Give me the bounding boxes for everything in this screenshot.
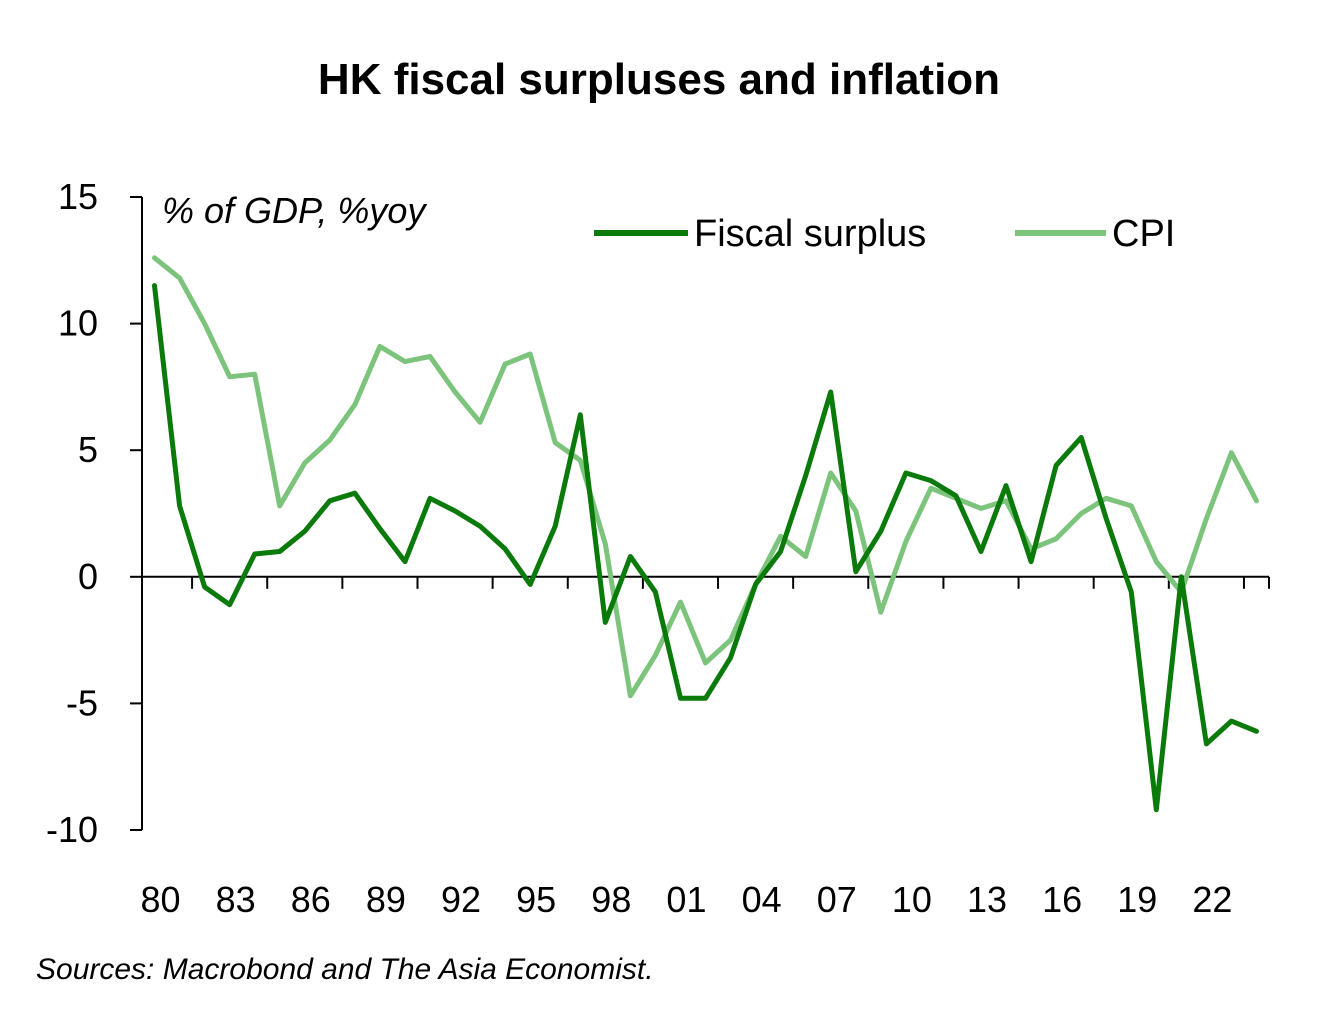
x-tick-label: 07 — [817, 879, 857, 920]
series-line-fiscal-surplus — [152, 283, 1259, 813]
y-tick-label: -5 — [66, 682, 98, 723]
x-tick-label: 13 — [967, 879, 1007, 920]
x-tick-label: 19 — [1117, 879, 1157, 920]
x-tick-label: 10 — [892, 879, 932, 920]
x-tick-label: 98 — [591, 879, 631, 920]
x-axis-ticks: 80 83 86 89 92 95 98 01 04 07 10 13 16 19 22 — [140, 576, 1270, 920]
series-line-cpi — [152, 255, 1259, 699]
x-tick-label: 22 — [1192, 879, 1232, 920]
x-tick-label: 92 — [441, 879, 481, 920]
x-tick-label: 95 — [516, 879, 556, 920]
source-note: Sources: Macrobond and The Asia Economis… — [36, 953, 654, 986]
unit-label: % of GDP, %yoy — [162, 190, 427, 231]
y-tick-label: 0 — [78, 556, 98, 597]
x-tick-label: 16 — [1042, 879, 1082, 920]
x-tick-label: 86 — [291, 879, 331, 920]
axes — [141, 197, 1269, 830]
y-axis-ticks: 15 10 5 0 -5 -10 — [46, 176, 142, 850]
x-tick-label: 04 — [742, 879, 782, 920]
chart-title: HK fiscal surpluses and inflation — [318, 55, 1000, 104]
x-tick-label: 83 — [216, 879, 256, 920]
y-tick-label: 10 — [58, 303, 98, 344]
x-tick-label: 01 — [666, 879, 706, 920]
series-layer — [152, 255, 1259, 813]
x-tick-label: 89 — [366, 879, 406, 920]
y-tick-label: 5 — [78, 429, 98, 470]
y-tick-label: 15 — [58, 176, 98, 217]
legend-label-cpi: CPI — [1112, 213, 1175, 255]
legend: Fiscal surplus CPI — [594, 213, 1175, 255]
y-tick-label: -10 — [46, 809, 98, 850]
legend-label-fiscal-surplus: Fiscal surplus — [694, 213, 926, 255]
x-tick-label: 80 — [140, 879, 180, 920]
